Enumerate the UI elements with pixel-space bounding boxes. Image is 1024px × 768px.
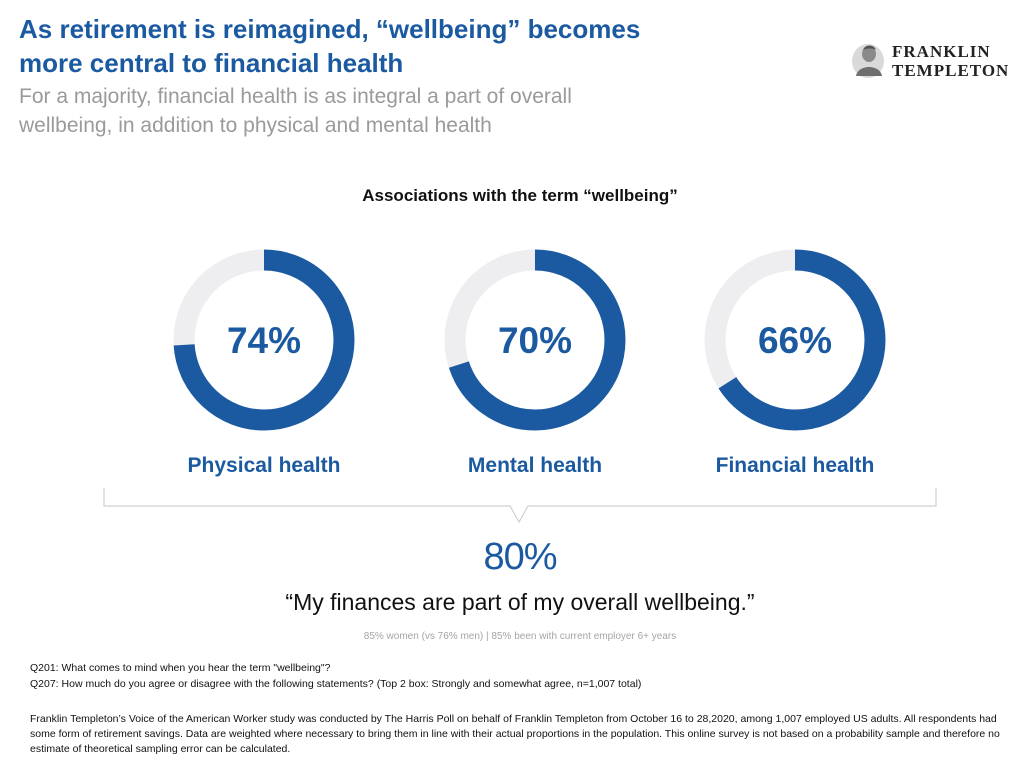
stat-value: 80% (483, 536, 557, 578)
footnote-q207: Q207: How much do you agree or disagree … (30, 678, 642, 690)
donut-value-label: 66% (758, 320, 832, 361)
donut-arc (173, 249, 355, 431)
page-subtitle-line-2: wellbeing, in addition to physical and m… (19, 114, 492, 137)
logo-line-1: FRANKLIN (892, 42, 991, 61)
donut-category-label: Physical health (188, 454, 341, 477)
stat-note: 85% women (vs 76% men) | 85% been with c… (363, 631, 677, 642)
donut-arc (444, 249, 626, 431)
chart-title: Associations with the term “wellbeing” (362, 186, 678, 205)
footnote-q201: Q201: What comes to mind when you hear t… (30, 662, 331, 674)
page-subtitle: For a majority, financial health is as i… (19, 82, 719, 140)
page-title-line-1: As retirement is reimagined, “wellbeing”… (19, 14, 641, 44)
donut-value-label: 70% (498, 320, 572, 361)
page-title-line-2: more central to financial health (19, 48, 404, 78)
donut-arc (704, 249, 886, 431)
page-title: As retirement is reimagined, “wellbeing”… (19, 12, 779, 80)
survey-questions: Q201: What comes to mind when you hear t… (30, 660, 1010, 692)
portrait-medallion-icon (852, 44, 884, 78)
donut-value-label: 74% (227, 320, 301, 361)
donut-category-label: Mental health (468, 454, 602, 477)
stat-quote: “My finances are part of my overall well… (285, 589, 755, 615)
methodology-note: Franklin Templeton’s Voice of the Americ… (30, 713, 1000, 755)
franklin-templeton-logo: FRANKLIN TEMPLETON (848, 40, 1013, 82)
grouping-brace (103, 488, 937, 524)
donut-charts: 74% Physical health 70% Mental health 66% Fin… (103, 249, 937, 524)
page-subtitle-line-1: For a majority, financial health is as i… (19, 85, 572, 108)
donut-category-label: Financial health (716, 454, 875, 477)
logo-wordmark: FRANKLIN TEMPLETON (892, 42, 1009, 80)
logo-line-2: TEMPLETON (892, 61, 1010, 80)
